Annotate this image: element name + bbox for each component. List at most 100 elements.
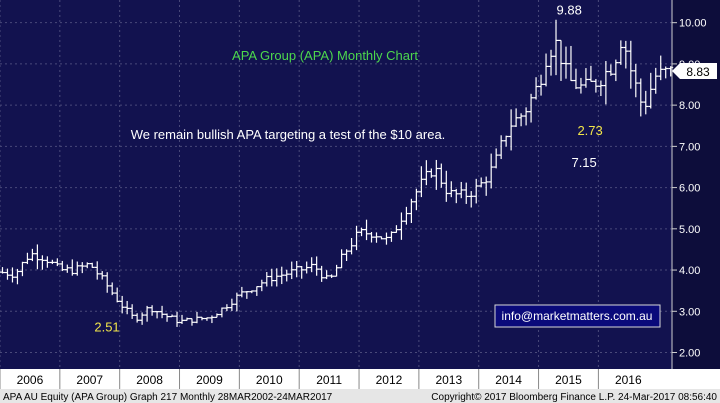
ohlc-bar — [558, 39, 564, 81]
ohlc-bar — [413, 188, 419, 211]
ohlc-bar — [164, 313, 170, 322]
ohlc-bar — [663, 66, 669, 79]
ohlc-bar — [54, 258, 60, 267]
ohlc-bar — [498, 135, 504, 160]
ohlc-bar — [334, 264, 340, 277]
ohlc-bar — [299, 266, 305, 279]
ohlc-bar — [538, 74, 544, 96]
ohlc-bar — [443, 170, 449, 202]
ohlc-bar — [478, 177, 484, 188]
y-tick-label: 3.00 — [679, 306, 700, 318]
ohlc-bar — [423, 160, 429, 186]
ohlc-bar — [59, 260, 65, 272]
ohlc-bar — [279, 266, 285, 285]
ohlc-bar — [418, 166, 424, 198]
ohlc-bar — [369, 231, 375, 243]
ohlc-bar — [69, 259, 75, 276]
footer-right: Copyright© 2017 Bloomberg Finance L.P. 2… — [431, 392, 717, 403]
y-tick-label: 8.00 — [679, 100, 700, 112]
x-tick-label: 2011 — [316, 373, 342, 387]
ohlc-bar — [438, 163, 444, 188]
x-tick-label: 2008 — [136, 373, 163, 387]
x-tick-label: 2013 — [435, 373, 462, 387]
ohlc-bar — [373, 232, 379, 243]
ohlc-bar — [94, 261, 100, 280]
ohlc-bar — [553, 19, 559, 76]
ohlc-bar — [169, 314, 175, 318]
ohlc-bar — [593, 78, 599, 93]
ohlc-bar — [194, 311, 200, 324]
ohlc-bar — [159, 305, 165, 319]
ohlc-bar — [314, 256, 320, 276]
x-tick-label: 2014 — [495, 373, 522, 387]
ohlc-bar — [503, 135, 509, 147]
ohlc-bar — [428, 168, 434, 178]
ohlc-bar — [393, 225, 399, 234]
ohlc-bar — [19, 261, 25, 277]
ohlc-bar — [214, 313, 220, 318]
ohlc-bar — [618, 40, 624, 65]
ohlc-bar — [294, 260, 300, 278]
value-label: 2.73 — [577, 123, 602, 138]
ohlc-bar — [403, 206, 409, 225]
ohlc-bar — [543, 53, 549, 87]
value-label: 2.51 — [94, 319, 119, 334]
footer-left: APA AU Equity (APA Group) Graph 217 Mont… — [3, 392, 333, 403]
ohlc-bar — [179, 314, 185, 324]
ohlc-bar — [628, 40, 634, 89]
ohlc-bar — [124, 300, 130, 315]
ohlc-bar — [398, 212, 404, 240]
ohlc-bar — [84, 262, 90, 269]
ohlc-bar — [458, 181, 464, 199]
ohlc-bar — [129, 304, 135, 319]
chart-annotation: We remain bullish APA targeting a test o… — [131, 127, 446, 142]
ohlc-bar — [24, 252, 30, 265]
ohlc-bar — [44, 256, 50, 268]
ohlc-bar — [528, 93, 534, 123]
ohlc-bar — [344, 249, 350, 261]
ohlc-bar — [89, 262, 95, 268]
ohlc-bar — [633, 63, 639, 98]
ohlc-bar — [483, 176, 489, 196]
ohlc-bar — [289, 261, 295, 280]
ohlc-bar — [383, 232, 389, 245]
value-labels: 2.51 9.88 2.73 7.15 — [94, 2, 602, 334]
last-price-marker: 8.83 — [672, 63, 717, 79]
ohlc-bar — [388, 231, 394, 242]
ohlc-bar — [523, 107, 529, 126]
ohlc-bar — [433, 159, 439, 190]
contact-box[interactable]: info@marketmatters.com.au — [494, 304, 661, 328]
ohlc-bar — [598, 80, 604, 97]
ohlc-bar — [573, 68, 579, 90]
ohlc-bar — [518, 113, 524, 127]
ohlc-bar — [304, 261, 310, 274]
y-tick-label: 6.00 — [679, 183, 700, 195]
x-tick-label: 2007 — [76, 373, 103, 387]
y-tick-label: 4.00 — [679, 265, 700, 277]
price-bars — [0, 19, 674, 327]
ohlc-bar — [578, 77, 584, 94]
ohlc-bar — [209, 315, 215, 324]
value-label: 7.15 — [571, 155, 596, 170]
ohlc-bar — [643, 90, 649, 115]
ohlc-bar — [34, 244, 40, 270]
x-tick-label: 2006 — [17, 373, 44, 387]
ohlc-bar — [613, 59, 619, 82]
ohlc-bar — [533, 77, 539, 100]
ohlc-bar — [0, 267, 5, 274]
ohlc-bar — [79, 262, 85, 274]
x-tick-label: 2012 — [376, 373, 403, 387]
ohlc-bar — [648, 72, 654, 109]
ohlc-bar — [653, 67, 659, 94]
ohlc-bar — [49, 259, 55, 265]
ohlc-bar — [493, 148, 499, 169]
ohlc-bar — [349, 238, 355, 255]
ohlc-bar — [548, 49, 554, 76]
ohlc-bar — [119, 295, 125, 314]
contact-email[interactable]: info@marketmatters.com.au — [502, 309, 653, 323]
ohlc-bar — [658, 55, 664, 81]
ohlc-bar — [9, 267, 15, 283]
last-price-label: 8.83 — [686, 65, 710, 79]
ohlc-bar — [319, 265, 325, 282]
ohlc-bar — [364, 219, 370, 241]
